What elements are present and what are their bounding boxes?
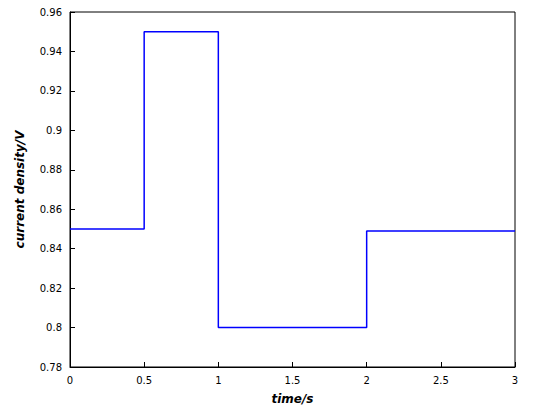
svg-text:0.94: 0.94 <box>40 46 62 57</box>
svg-text:1: 1 <box>215 375 221 386</box>
svg-text:0.88: 0.88 <box>40 164 62 175</box>
svg-text:0.86: 0.86 <box>40 204 62 215</box>
svg-text:2.5: 2.5 <box>433 375 449 386</box>
svg-text:0.78: 0.78 <box>40 362 62 373</box>
svg-text:3: 3 <box>512 375 518 386</box>
svg-text:0.82: 0.82 <box>40 283 62 294</box>
svg-text:time/s: time/s <box>271 392 313 406</box>
svg-text:1.5: 1.5 <box>285 375 301 386</box>
svg-text:0.9: 0.9 <box>46 125 62 136</box>
svg-text:current density/V: current density/V <box>13 129 27 249</box>
svg-text:0: 0 <box>67 375 73 386</box>
svg-text:0.5: 0.5 <box>136 375 152 386</box>
svg-text:0.92: 0.92 <box>40 85 62 96</box>
svg-text:0.8: 0.8 <box>46 322 62 333</box>
svg-text:2: 2 <box>363 375 369 386</box>
svg-text:0.84: 0.84 <box>40 243 62 254</box>
svg-text:0.96: 0.96 <box>40 7 62 18</box>
